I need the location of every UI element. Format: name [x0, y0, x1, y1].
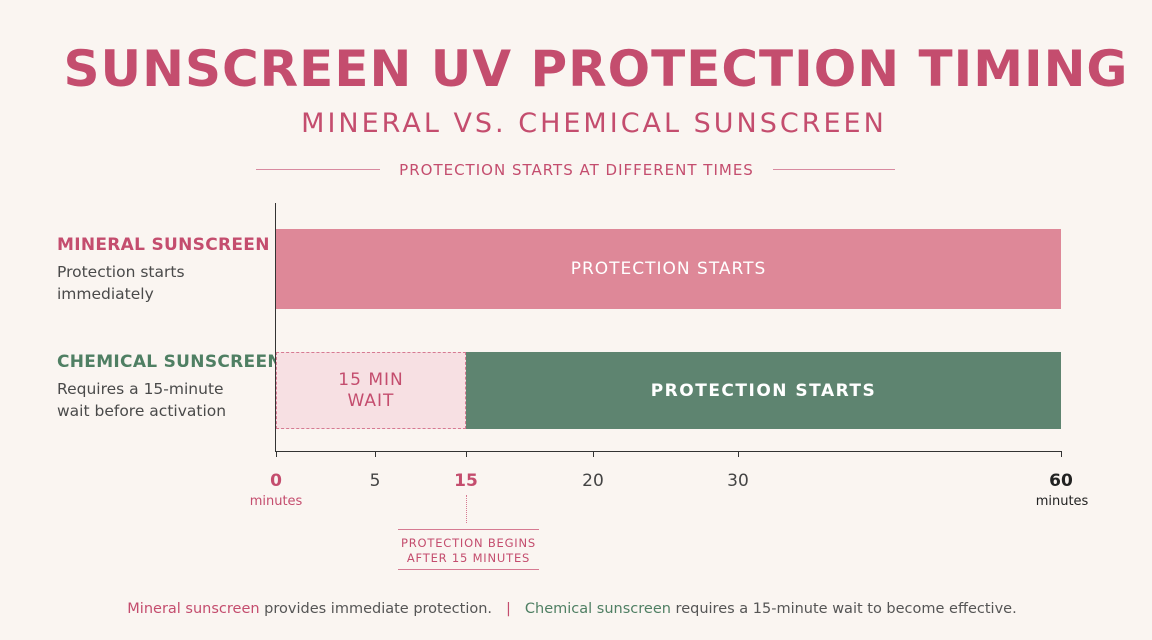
tagline: PROTECTION STARTS AT DIFFERENT TIMES [399, 161, 754, 179]
page-title: SUNSCREEN UV PROTECTION TIMING [63, 40, 1129, 98]
footer-chemical-term: Chemical sunscreen [524, 601, 671, 617]
x-tick-label: 20 [582, 471, 604, 491]
x-tick [1061, 451, 1062, 457]
x-tick-label: 30 [727, 471, 749, 491]
x-tick-label: 60 [1049, 471, 1073, 491]
annotation-leader-line [466, 495, 467, 523]
footer-note: Mineral sunscreen provides immediate pro… [0, 601, 1144, 617]
mineral-row-description: Protection starts immediately [57, 263, 185, 303]
mineral-row-name: MINERAL SUNSCREEN [57, 235, 270, 255]
x-tick-label: 0 [270, 471, 282, 491]
x-tick-label: 5 [369, 471, 381, 491]
chemical-row-label: CHEMICAL SUNSCREEN Requires a 15-minute … [57, 352, 282, 422]
footer-mineral-term: Mineral sunscreen [127, 601, 260, 617]
x-unit-label: minutes [249, 494, 303, 509]
x-tick [466, 451, 467, 457]
x-unit-label: minutes [1035, 494, 1089, 509]
bar-label: 15 MIN WAIT [338, 369, 404, 411]
footer-separator: | [506, 601, 511, 617]
mineral-row-label: MINERAL SUNSCREEN Protection starts imme… [57, 235, 270, 305]
tagline-rule-right [773, 169, 895, 170]
chemical-row-name: CHEMICAL SUNSCREEN [57, 352, 282, 372]
x-tick [375, 451, 376, 457]
x-axis-line [275, 451, 1062, 452]
page-subtitle: MINERAL VS. CHEMICAL SUNSCREEN [301, 108, 887, 139]
tagline-block: PROTECTION STARTS AT DIFFERENT TIMES [256, 160, 896, 180]
x-tick-label: 15 [454, 471, 478, 491]
x-tick [593, 451, 594, 457]
x-tick [276, 451, 277, 457]
annotation-protection-begins: PROTECTION BEGINS AFTER 15 MINUTES [398, 529, 539, 570]
y-axis-line [275, 203, 276, 452]
x-tick [738, 451, 739, 457]
footer-chemical-text: requires a 15-minute wait to become effe… [670, 601, 1017, 617]
bar-label: PROTECTION STARTS [570, 259, 767, 279]
footer-mineral-text: provides immediate protection. [259, 601, 493, 617]
chemical-bar-wait: 15 MIN WAIT [276, 352, 466, 429]
chemical-row-description: Requires a 15-minute wait before activat… [57, 380, 227, 420]
chemical-bar-protection: PROTECTION STARTS [466, 352, 1061, 429]
mineral-bar-protection: PROTECTION STARTS [276, 229, 1061, 309]
bar-label: PROTECTION STARTS [650, 380, 877, 401]
tagline-rule-left [256, 169, 380, 170]
